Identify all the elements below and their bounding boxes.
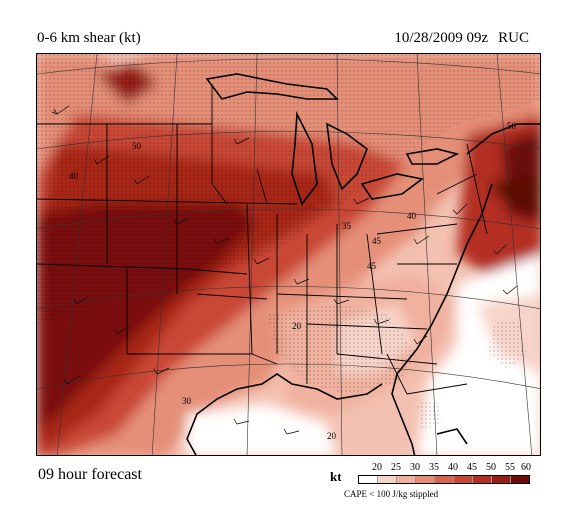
contour-label: 30 bbox=[182, 396, 192, 406]
legend-colorbar bbox=[358, 475, 530, 484]
legend-tick: 20 bbox=[372, 462, 382, 473]
color-legend: kt 20 25 30 35 40 45 50 55 60 CAPE < 100… bbox=[330, 462, 531, 512]
legend-tick: 30 bbox=[410, 462, 420, 473]
legend-swatch bbox=[492, 476, 511, 483]
state-borders bbox=[37, 84, 488, 395]
legend-swatch bbox=[397, 476, 416, 483]
map-canvas: 50 40 35 40 45 20 30 20 50 45 bbox=[37, 54, 540, 455]
legend-unit: kt bbox=[330, 469, 342, 484]
contour-label: 35 bbox=[342, 221, 352, 231]
shear-map: 50 40 35 40 45 20 30 20 50 45 bbox=[36, 53, 541, 456]
contour-label: 45 bbox=[372, 236, 382, 246]
forecast-hour-label: 09 hour forecast bbox=[38, 466, 142, 483]
legend-tick: 35 bbox=[429, 462, 439, 473]
contour-labels: 50 40 35 40 45 20 30 20 50 45 bbox=[69, 121, 517, 441]
contour-label: 40 bbox=[407, 211, 417, 221]
model-name: RUC bbox=[498, 30, 529, 46]
wind-barbs bbox=[51, 105, 518, 435]
valid-hour: 09z bbox=[466, 30, 489, 46]
legend-tick: 50 bbox=[486, 462, 496, 473]
chart-title: 0-6 km shear (kt) bbox=[37, 30, 141, 46]
contour-label: 20 bbox=[292, 321, 302, 331]
legend-tick: 40 bbox=[448, 462, 458, 473]
valid-date: 10/28/2009 bbox=[394, 30, 463, 46]
valid-time-label: 10/28/2009 09z RUC bbox=[394, 30, 529, 47]
legend-swatch bbox=[435, 476, 454, 483]
contour-label: 40 bbox=[69, 171, 79, 181]
legend-swatch bbox=[473, 476, 492, 483]
contour-label: 50 bbox=[132, 141, 142, 151]
legend-swatch bbox=[359, 476, 378, 483]
legend-tick: 60 bbox=[521, 462, 531, 473]
legend-swatch bbox=[378, 476, 397, 483]
contour-label: 45 bbox=[367, 261, 377, 271]
cape-note: CAPE < 100 J/kg stippled bbox=[344, 489, 439, 499]
legend-tick: 45 bbox=[467, 462, 477, 473]
legend-swatch bbox=[511, 476, 529, 483]
legend-tick: 25 bbox=[391, 462, 401, 473]
legend-swatch bbox=[416, 476, 435, 483]
legend-swatch bbox=[454, 476, 473, 483]
legend-ticks: 20 25 30 35 40 45 50 55 60 bbox=[358, 462, 531, 474]
contour-label: 20 bbox=[327, 431, 337, 441]
contour-label: 50 bbox=[507, 121, 517, 131]
coastline bbox=[186, 73, 540, 455]
legend-tick: 55 bbox=[505, 462, 515, 473]
cape-stipple bbox=[37, 54, 540, 429]
